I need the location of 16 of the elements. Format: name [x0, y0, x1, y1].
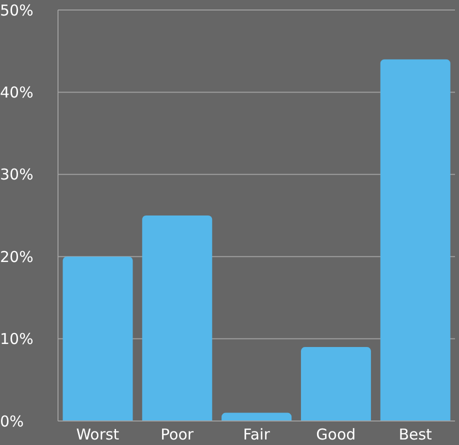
bar — [380, 59, 450, 421]
x-tick-label: Fair — [243, 426, 271, 444]
y-tick-label: 20% — [0, 248, 34, 266]
y-tick-label: 0% — [0, 412, 24, 430]
y-tick-label: 40% — [0, 84, 34, 102]
y-tick-label: 10% — [0, 330, 34, 348]
bar — [62, 256, 133, 421]
y-tick-label: 30% — [0, 166, 34, 184]
x-tick-label: Poor — [160, 426, 194, 444]
x-tick-label: Worst — [76, 426, 120, 444]
x-tick-label: Good — [316, 426, 356, 444]
bar — [142, 216, 212, 421]
bar — [222, 412, 292, 421]
y-tick-label: 50% — [0, 1, 34, 20]
x-tick-label: Best — [398, 426, 432, 444]
bar — [300, 347, 371, 421]
